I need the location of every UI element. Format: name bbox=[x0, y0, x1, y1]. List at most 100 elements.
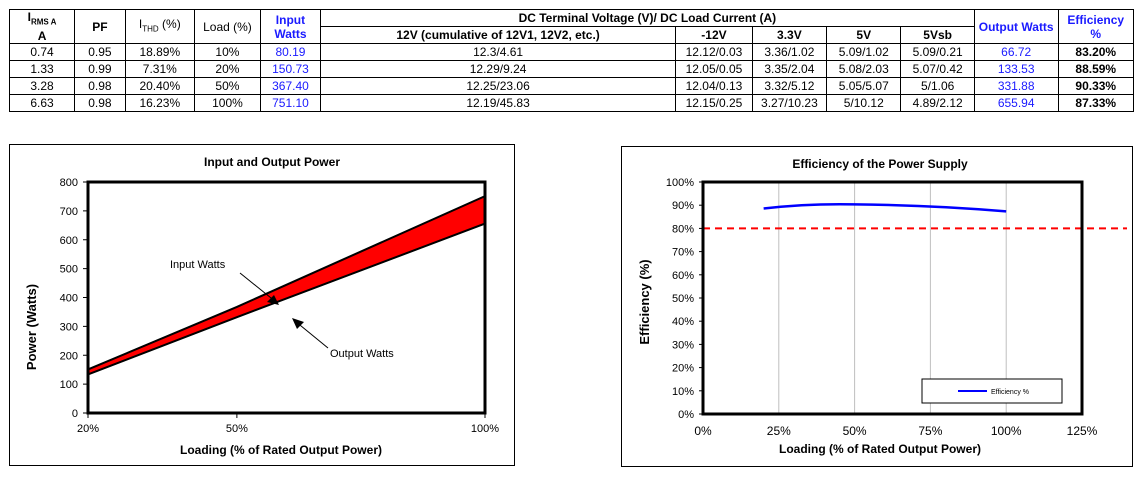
cell-5v: 5.09/1.02 bbox=[826, 43, 902, 62]
cell-neg12v: 12.04/0.13 bbox=[675, 77, 753, 96]
y-tick-label: 400 bbox=[60, 293, 78, 305]
x-tick-label: 100% bbox=[991, 424, 1022, 438]
ithd-sub: THD bbox=[142, 24, 159, 34]
y-tick-label: 10% bbox=[672, 386, 694, 398]
cell-pf: 0.95 bbox=[74, 43, 126, 62]
x-tick-label: 125% bbox=[1067, 424, 1098, 438]
cell-input-watts: 150.73 bbox=[260, 60, 321, 79]
cell-pf: 0.98 bbox=[74, 77, 126, 96]
y-tick-label: 0% bbox=[678, 409, 694, 421]
cell-load: 50% bbox=[193, 77, 262, 96]
x-axis-label: Loading (% of Rated Output Power) bbox=[779, 442, 981, 456]
cell-neg12v: 12.15/0.25 bbox=[675, 94, 753, 113]
annotation-output-watts: Output Watts bbox=[330, 348, 394, 360]
annotation-input-arrowhead bbox=[267, 295, 279, 305]
y-axis-label: Power (Watts) bbox=[24, 284, 39, 370]
dc-terminal-group-header: DC Terminal Voltage (V)/ DC Load Current… bbox=[319, 8, 975, 28]
plot-area bbox=[86, 180, 487, 415]
y-tick-label: 300 bbox=[60, 321, 78, 333]
input-watts-line bbox=[87, 195, 486, 371]
ithd-label: I bbox=[138, 17, 143, 31]
cell-3v3: 3.36/1.02 bbox=[751, 43, 828, 62]
cell-input-watts: 367.40 bbox=[260, 77, 321, 96]
y-tick-label: 700 bbox=[60, 206, 78, 218]
cell-3v3: 3.32/5.12 bbox=[751, 77, 828, 96]
annotation-output-arrowhead bbox=[292, 318, 304, 329]
cell-efficiency: 88.59% bbox=[1057, 60, 1135, 79]
y-tick-label: 80% bbox=[672, 223, 694, 235]
annotation-input-arrow bbox=[239, 272, 277, 303]
cell-5vsb: 5/1.06 bbox=[900, 77, 975, 96]
y-tick-label: 90% bbox=[672, 200, 694, 212]
cell-pf: 0.99 bbox=[74, 60, 126, 79]
ithd-suffix: (%) bbox=[158, 17, 181, 31]
output-watts-line bbox=[87, 222, 486, 376]
cell-12v: 12.3/4.61 bbox=[319, 43, 677, 62]
col-pf-header: PF bbox=[74, 8, 126, 45]
cell-5v: 5.05/5.07 bbox=[826, 77, 902, 96]
cell-neg12v: 12.05/0.05 bbox=[675, 60, 753, 79]
table-row: 1.33 0.99 7.31% 20% 150.73 12.29/9.24 12… bbox=[8, 60, 1135, 79]
col-5v-header: 5V bbox=[826, 26, 902, 45]
cell-5vsb: 4.89/2.12 bbox=[900, 94, 975, 113]
x-tick-label: 100% bbox=[471, 423, 499, 435]
cell-5vsb: 5.07/0.42 bbox=[900, 60, 975, 79]
cell-12v: 12.29/9.24 bbox=[319, 60, 677, 79]
cell-input-watts: 751.10 bbox=[260, 94, 321, 113]
power-chart: Input and Output Power Power (Watts) Loa… bbox=[24, 155, 499, 457]
irms-unit: A bbox=[37, 29, 47, 44]
y-tick-label: 50% bbox=[672, 293, 694, 305]
cell-efficiency: 90.33% bbox=[1057, 77, 1135, 96]
table-row: 6.63 0.98 16.23% 100% 751.10 12.19/45.83… bbox=[8, 94, 1135, 113]
cell-5vsb: 5.09/0.21 bbox=[900, 43, 975, 62]
legend-label: Efficiency % bbox=[991, 389, 1029, 396]
cell-irms: 1.33 bbox=[8, 60, 76, 79]
col-irms-header: IRMS A A bbox=[8, 8, 76, 45]
col-input-watts-header: Input Watts bbox=[260, 8, 321, 45]
col-ithd-header: ITHD (%) bbox=[124, 8, 195, 45]
cell-input-watts: 80.19 bbox=[260, 43, 321, 62]
cell-output-watts: 66.72 bbox=[973, 43, 1059, 62]
x-tick-label: 20% bbox=[77, 423, 99, 435]
plot-area bbox=[701, 180, 1084, 416]
x-tick-label: 50% bbox=[843, 424, 867, 438]
cell-5v: 5/10.12 bbox=[826, 94, 902, 113]
cell-output-watts: 655.94 bbox=[973, 94, 1059, 113]
cell-load: 20% bbox=[193, 60, 262, 79]
cell-ithd: 18.89% bbox=[124, 43, 195, 62]
col-output-watts-header: Output Watts bbox=[973, 8, 1059, 45]
table-row: 0.74 0.95 18.89% 10% 80.19 12.3/4.61 12.… bbox=[8, 43, 1135, 62]
y-tick-label: 40% bbox=[672, 316, 694, 328]
x-tick-label: 0% bbox=[694, 424, 712, 438]
efficiency-chart-panel: Efficiency of the Power Supply Efficienc… bbox=[621, 146, 1133, 467]
cell-load: 10% bbox=[193, 43, 262, 62]
y-tick-label: 20% bbox=[672, 363, 694, 375]
annotation-input-watts: Input Watts bbox=[170, 259, 226, 271]
col-12v-header: 12V (cumulative of 12V1, 12V2, etc.) bbox=[319, 26, 677, 45]
cell-load: 100% bbox=[193, 94, 262, 113]
irms-sub: RMS A bbox=[30, 17, 57, 27]
cell-12v: 12.25/23.06 bbox=[319, 77, 677, 96]
chart-title: Efficiency of the Power Supply bbox=[792, 157, 968, 171]
x-axis-label: Loading (% of Rated Output Power) bbox=[180, 443, 382, 457]
y-tick-label: 70% bbox=[672, 247, 694, 259]
cell-output-watts: 133.53 bbox=[973, 60, 1059, 79]
cell-12v: 12.19/45.83 bbox=[319, 94, 677, 113]
cell-irms: 0.74 bbox=[8, 43, 76, 62]
cell-5v: 5.08/2.03 bbox=[826, 60, 902, 79]
y-tick-label: 60% bbox=[672, 270, 694, 282]
y-axis-label: Efficiency (%) bbox=[637, 259, 652, 344]
y-tick-label: 100% bbox=[666, 177, 694, 189]
col-efficiency-header: Efficiency % bbox=[1057, 8, 1135, 45]
x-tick-label: 50% bbox=[226, 423, 248, 435]
legend-box bbox=[921, 378, 1063, 404]
y-tick-label: 0 bbox=[72, 408, 78, 420]
x-tick-label: 75% bbox=[918, 424, 942, 438]
cell-efficiency: 83.20% bbox=[1057, 43, 1135, 62]
y-tick-label: 100 bbox=[60, 379, 78, 391]
cell-efficiency: 87.33% bbox=[1057, 94, 1135, 113]
cell-neg12v: 12.12/0.03 bbox=[675, 43, 753, 62]
power-chart-panel: Input and Output Power Power (Watts) Loa… bbox=[9, 144, 515, 466]
y-tick-label: 200 bbox=[60, 350, 78, 362]
legend: Efficiency % bbox=[921, 378, 1063, 404]
